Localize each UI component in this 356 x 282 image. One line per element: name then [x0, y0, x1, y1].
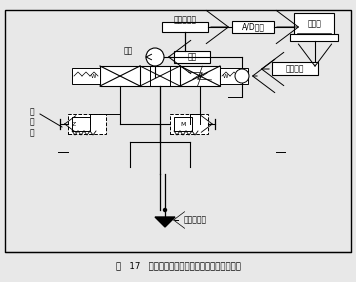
Circle shape [163, 208, 167, 212]
Bar [232, 21, 274, 33]
Bar [72, 117, 90, 131]
Bar [72, 68, 100, 84]
Bar [220, 68, 248, 84]
Text: 计算机: 计算机 [308, 19, 322, 28]
Text: 阀控制器: 阀控制器 [286, 65, 304, 74]
Bar [5, 10, 351, 252]
Text: 负载: 负载 [187, 52, 197, 61]
Circle shape [146, 48, 164, 66]
Text: W: W [223, 74, 229, 78]
Text: 图   17   洗涤机提升装置液压数字控制系统原理图: 图 17 洗涤机提升装置液压数字控制系统原理图 [116, 261, 240, 270]
Text: 数
字
阀: 数 字 阀 [30, 107, 34, 137]
Text: Z: Z [72, 122, 76, 127]
Text: 速度传感器: 速度传感器 [173, 16, 197, 25]
Polygon shape [155, 217, 175, 227]
Bar [174, 117, 192, 131]
Bar [58, 70, 276, 174]
Bar [272, 62, 318, 75]
Bar [294, 13, 334, 35]
Circle shape [235, 69, 249, 83]
Bar [162, 22, 208, 32]
Text: 液压动力源: 液压动力源 [183, 215, 206, 224]
Bar [68, 114, 106, 134]
Bar [174, 51, 210, 63]
Text: M: M [180, 122, 186, 127]
Bar [290, 34, 338, 41]
Bar [170, 114, 208, 134]
Text: A/D转换: A/D转换 [241, 23, 265, 32]
Bar [100, 66, 220, 86]
Text: W: W [91, 74, 97, 78]
Text: 马达: 马达 [124, 47, 133, 56]
